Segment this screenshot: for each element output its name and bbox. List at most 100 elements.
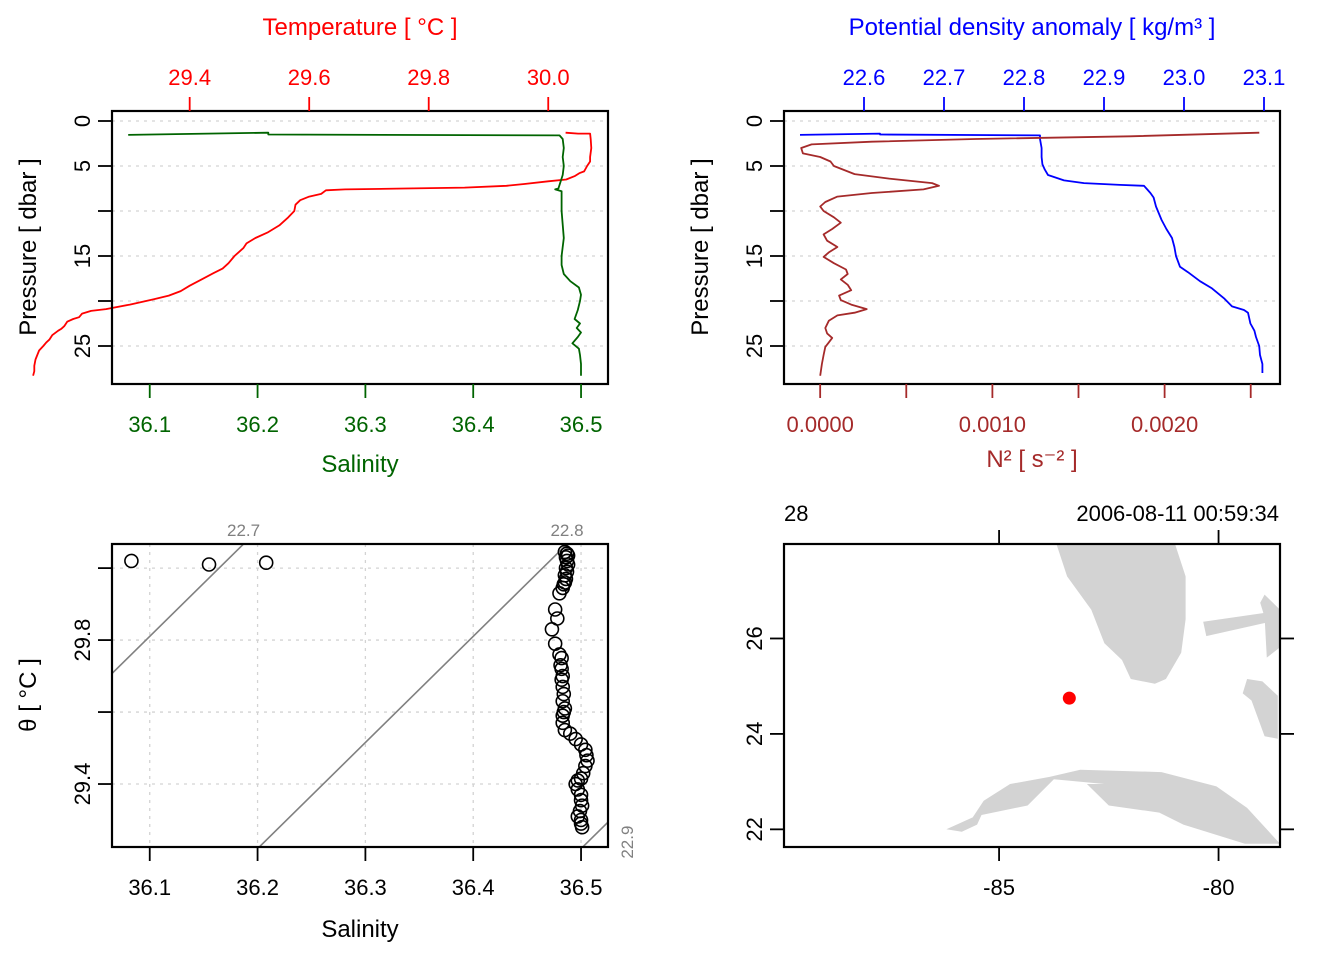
ts-point <box>573 771 589 786</box>
lon-tick-label: -85 <box>983 875 1015 900</box>
series-line-n2 <box>800 131 1260 376</box>
ts-point <box>562 726 578 741</box>
temperature-axis-title: Temperature [ °C ] <box>263 14 458 41</box>
n2-axis-title: N² [ s⁻² ] <box>986 446 1077 473</box>
station-marker <box>1062 691 1076 705</box>
x-tick-label: 22.9 <box>1083 65 1126 90</box>
ts-point <box>578 758 593 774</box>
land-polygons <box>946 544 1280 844</box>
land-cuba <box>946 769 1280 844</box>
x-tick-label: 36.3 <box>344 412 387 437</box>
profile-series <box>799 131 1264 376</box>
land-andros <box>1203 612 1271 637</box>
salinity-axis: 36.1 36.2 36.3 36.4 36.5 <box>128 384 602 437</box>
ts-point <box>552 647 567 662</box>
y-tick-label: 0 <box>742 115 767 127</box>
ts-point <box>568 731 583 747</box>
ts-point <box>578 742 593 758</box>
plot-frame <box>110 109 610 386</box>
x-tick-label: 0.0020 <box>1131 412 1198 437</box>
station-dot <box>1062 691 1076 705</box>
land-florida <box>1056 544 1186 684</box>
pressure-gridlines <box>112 120 608 347</box>
x-tick-label: 36.2 <box>236 875 279 900</box>
x-tick-label: 0.0000 <box>787 412 854 437</box>
series-line-potential-density-anomaly <box>799 132 1264 373</box>
x-tick-label: 36.5 <box>560 412 603 437</box>
panel-temperature-salinity-profile: 0 5 15 25 36.1 36.2 36.3 36.4 36.5 29.4 29.6 29.8… <box>15 14 610 478</box>
x-tick-label: 36.1 <box>128 412 171 437</box>
pressure-axis: 0 5 15 25 <box>742 115 784 358</box>
y-tick-label: 15 <box>742 244 767 268</box>
pressure-axis: 0 5 15 25 <box>70 115 112 358</box>
x-tick-label: 30.0 <box>527 65 570 90</box>
ts-points <box>124 544 595 835</box>
y-tick-label: 5 <box>742 160 767 172</box>
ts-point <box>552 586 567 601</box>
isopycnal-label: 22.8 <box>550 521 583 540</box>
series-line-salinity <box>128 131 582 376</box>
plot-frame <box>110 542 610 849</box>
ts-point <box>556 686 572 702</box>
x-tick-label: 36.4 <box>452 875 495 900</box>
x-tick-label: 36.3 <box>344 875 387 900</box>
x-tick-label: 0.0010 <box>959 412 1026 437</box>
y-tick-label: 0 <box>70 115 95 127</box>
lon-tick-label: -80 <box>1203 875 1235 900</box>
x-tick-label: 29.4 <box>168 65 211 90</box>
x-tick-label: 36.2 <box>236 412 279 437</box>
x-tick-label: 22.7 <box>923 65 966 90</box>
y-tick-label: 29.8 <box>70 619 95 662</box>
pressure-axis-title: Pressure [ dbar ] <box>687 158 714 335</box>
y-tick-label: 5 <box>70 160 95 172</box>
isopycnal-labels: 22.522.622.722.822.92323.1 <box>227 521 637 859</box>
x-tick-label: 22.6 <box>843 65 886 90</box>
ts-point <box>555 708 571 723</box>
y-tick-label: 15 <box>70 244 95 268</box>
map-top-left-label: 28 <box>784 501 808 526</box>
isopycnal-label: 22.9 <box>618 826 637 859</box>
y-tick-label: 29.4 <box>70 763 95 806</box>
x-tick-label: 22.8 <box>1003 65 1046 90</box>
ts-point <box>570 773 586 788</box>
ts-point <box>555 693 571 709</box>
land-bahamas-south <box>1242 679 1278 739</box>
ts-point <box>560 557 576 572</box>
series-line-temperature <box>32 131 593 376</box>
map-frame <box>782 542 1282 849</box>
temperature-axis: 29.4 29.6 29.8 30.0 <box>168 65 570 111</box>
ts-gridlines <box>112 544 608 847</box>
plot-frame <box>782 109 1282 386</box>
lat-tick-label: 22 <box>742 817 767 841</box>
ts-point <box>124 553 139 569</box>
salinity-axis-title: Salinity <box>321 451 398 478</box>
density-axis: 22.6 22.7 22.8 22.9 23.0 23.1 <box>843 65 1286 111</box>
ts-point <box>554 650 569 666</box>
pressure-axis-title: Pressure [ dbar ] <box>15 158 42 335</box>
x-tick-label: 23.0 <box>1163 65 1206 90</box>
ts-point <box>555 715 571 731</box>
profile-series <box>32 131 593 376</box>
panel-station-map: -85 -80 22 24 26 28 2006-08-11 00:59:34 <box>742 501 1294 900</box>
ts-point <box>554 661 569 677</box>
ts-point <box>579 747 594 763</box>
x-tick-label: 23.1 <box>1243 65 1286 90</box>
theta-axis-title: θ [ °C ] <box>15 658 42 732</box>
y-tick-label: 25 <box>70 334 95 358</box>
map-top-right-label: 2006-08-11 00:59:34 <box>1076 501 1279 526</box>
x-tick-label: 36.5 <box>560 875 603 900</box>
ts-point <box>554 672 569 687</box>
x-tick-label: 36.1 <box>128 875 171 900</box>
x-tick-label: 29.6 <box>288 65 331 90</box>
ts-point <box>573 792 589 808</box>
ts-point <box>574 819 590 835</box>
